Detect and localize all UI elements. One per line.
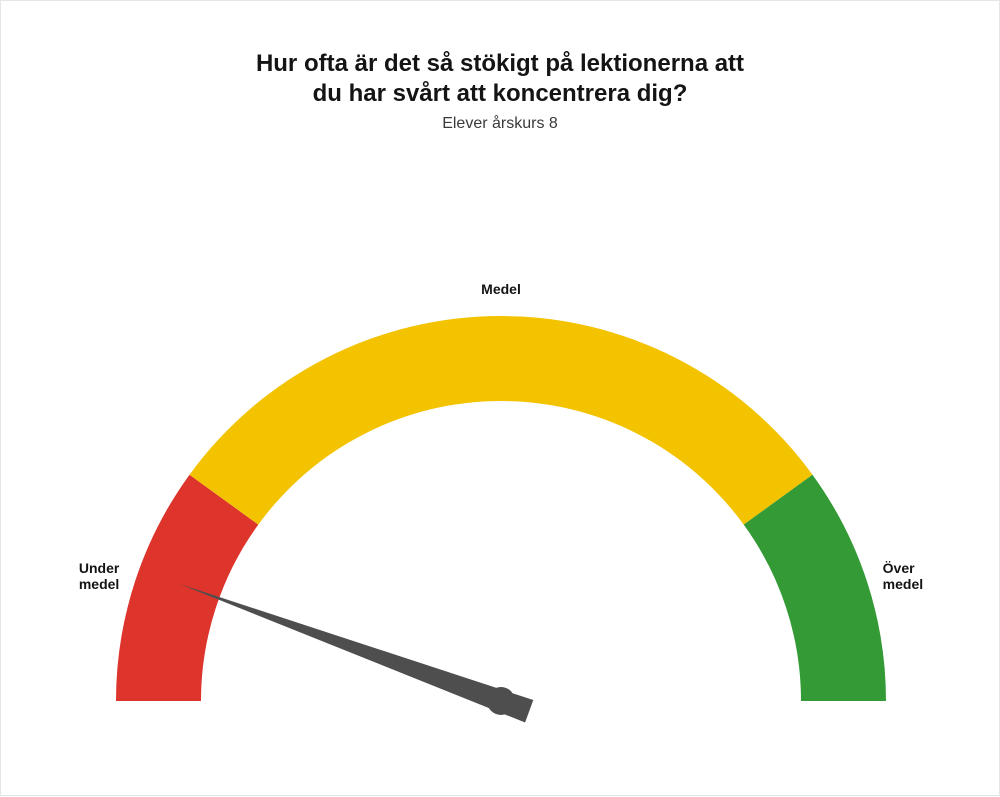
gauge-segment-1 [190, 316, 813, 525]
gauge-chart: Undermedel Medel Övermedel [1, 1, 1000, 797]
chart-card: Hur ofta är det så stökigt på lektionern… [0, 0, 1000, 796]
gauge-label: Övermedel [883, 560, 923, 592]
gauge-needle [180, 584, 534, 723]
gauge-needle-hub [487, 687, 515, 715]
gauge-label: Medel [481, 281, 521, 297]
gauge-label: Undermedel [79, 560, 120, 592]
